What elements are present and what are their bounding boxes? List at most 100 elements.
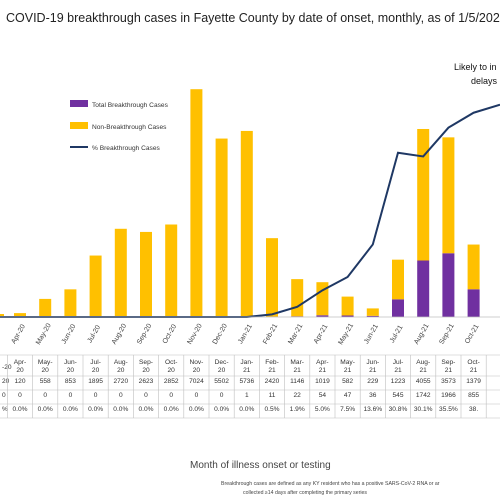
table-year-Sep-21: 21 [445,367,453,374]
table-cell-non-Oct-21: 1379 [466,378,481,385]
table-cell-non-Aug-20: 2720 [113,378,128,385]
table-year-Sep-20: 20 [142,367,150,374]
table-cell-pct-Apr-20: 0.0% [12,406,27,413]
table-cell-bt-Jul-20: 0 [94,392,98,399]
table-cell-non-Dec-20: 5502 [214,378,229,385]
table-year-Apr-21: 21 [319,367,327,374]
bar-non-breakthrough-Jul-20 [89,255,102,317]
table-cell-pct-Jun-20: 0.0% [63,406,78,413]
table-edge-pct: % [2,406,8,413]
table-month-Sep-20: Sep- [139,359,153,366]
table-cell-non-Feb-21: 2420 [265,378,280,385]
chart-title: COVID-19 breakthrough cases in Fayette C… [6,11,500,25]
table-cell-bt-Jun-20: 0 [69,392,73,399]
table-cell-pct-Dec-20: 0.0% [214,406,229,413]
bar-breakthrough-Sep-21 [442,253,455,317]
bar-non-breakthrough-Jul-21 [392,259,404,300]
legend-label-non: Non-Breakthrough Cases [92,124,167,131]
bar-non-breakthrough-May-20 [39,298,52,317]
table-month-May-20: May- [38,359,53,366]
table-edge-month: -20 [2,364,12,371]
table-edge-non: 20 [2,378,10,385]
table-cell-pct-Jul-21: 30.8% [389,406,408,413]
table-edge-bt: 0 [2,392,6,399]
data-table: 12000.0%55800.0%85300.0%189500.0%272000.… [0,354,500,419]
x-tick-May-20: May-20 [35,322,53,346]
table-cell-pct-May-20: 0.0% [38,406,53,413]
bar-non-breakthrough-Feb-21 [266,238,278,317]
x-tick-Apr-20: Apr-20 [10,323,27,345]
table-month-Aug-21: Aug- [416,359,430,366]
table-cell-non-Jun-21: 229 [367,378,378,385]
table-cell-pct-Oct-20: 0.0% [164,406,179,413]
table-year-Mar-21: 21 [294,367,302,374]
table-year-Jun-21: 21 [369,367,377,374]
x-tick-Oct-20: Oct-20 [162,323,179,345]
table-cell-bt-Apr-20: 0 [18,392,22,399]
table-cell-non-Nov-20: 7024 [189,378,204,385]
x-tick-Sep-20: Sep-20 [136,323,153,346]
x-tick-Oct-21: Oct-21 [464,323,481,345]
table-year-Jun-20: 20 [67,367,75,374]
table-year-Feb-21: 21 [268,367,276,374]
footnote-line-1: Breakthrough cases are defined as any KY… [221,481,440,487]
legend: Total Breakthrough Cases Non-Breakthroug… [70,100,169,152]
table-cell-non-May-21: 582 [342,378,353,385]
bar-partial-left [0,314,4,317]
bar-non-breakthrough-Apr-21 [316,282,329,316]
footnote-line-2: collected ≥14 days after completing the … [243,490,367,496]
table-cell-non-Jun-20: 853 [65,378,76,385]
table-month-Jul-20: Jul- [90,359,101,366]
table-year-Nov-20: 20 [193,367,201,374]
x-tick-Aug-21: Aug-21 [413,323,430,346]
x-axis-title: Month of illness onset or testing [190,460,331,471]
table-month-Apr-20: Apr- [14,359,26,366]
table-cell-bt-Nov-20: 0 [195,392,199,399]
bar-breakthrough-Jun-21 [366,315,379,317]
table-year-Apr-20: 20 [16,367,24,374]
table-month-Mar-21: Mar- [290,359,304,366]
bar-non-breakthrough-Jan-21 [240,130,253,317]
x-tick-Nov-20: Nov-20 [186,323,203,346]
table-cell-non-Jul-20: 1895 [88,378,103,385]
table-cell-pct-Apr-21: 5.0% [315,406,330,413]
bar-breakthrough-Oct-21 [467,289,480,317]
x-tick-Sep-21: Sep-21 [438,323,455,346]
x-tick-Jun-21: Jun-21 [363,323,380,345]
bar-non-breakthrough-Apr-20 [14,313,26,317]
table-month-Sep-21: Sep- [441,359,455,366]
table-cell-bt-Aug-20: 0 [119,392,123,399]
table-cell-non-Jul-21: 1223 [391,378,406,385]
table-cell-pct-Jul-20: 0.0% [88,406,103,413]
bar-non-breakthrough-May-21 [341,296,354,316]
table-cell-pct-Sep-21: 35.5% [439,406,458,413]
table-year-Aug-20: 20 [117,367,125,374]
table-cell-pct-Jun-21: 13.6% [363,406,382,413]
table-cell-pct-Jan-21: 0.0% [239,406,254,413]
bar-non-breakthrough-Jun-20 [64,289,77,317]
table-cell-bt-May-21: 47 [344,392,352,399]
table-cell-pct-May-21: 7.5% [340,406,355,413]
table-cell-bt-Aug-21: 1742 [416,392,431,399]
bar-non-breakthrough-Oct-21 [467,244,480,290]
table-month-Feb-21: Feb- [265,359,279,366]
table-cell-bt-Feb-21: 11 [269,392,276,399]
table-cell-bt-Mar-21: 22 [294,392,302,399]
bar-non-breakthrough-Dec-20 [215,138,228,317]
bar-non-breakthrough-Aug-20 [114,228,127,317]
bar-breakthrough-Aug-21 [417,260,430,317]
table-cell-non-Sep-20: 2623 [139,378,154,385]
table-cell-non-Apr-21: 1019 [315,378,330,385]
table-cell-non-Aug-21: 4055 [416,378,431,385]
bar-breakthrough-May-21 [341,315,354,317]
table-year-Jul-21: 21 [394,367,402,374]
x-tick-labels: Apr-20 May-20 Jun-20 Jul-20 Aug-20 Sep-20 Oct-… [10,322,480,346]
table-year-Jan-21: 21 [243,367,251,374]
table-cell-pct-Sep-20: 0.0% [138,406,153,413]
x-tick-Jan-21: Jan-21 [237,323,254,345]
table-cell-pct-Mar-21: 1.9% [290,406,305,413]
table-cell-pct-Nov-20: 0.0% [189,406,204,413]
table-cell-pct-Aug-21: 30.1% [414,406,433,413]
x-tick-Feb-21: Feb-21 [262,323,279,346]
